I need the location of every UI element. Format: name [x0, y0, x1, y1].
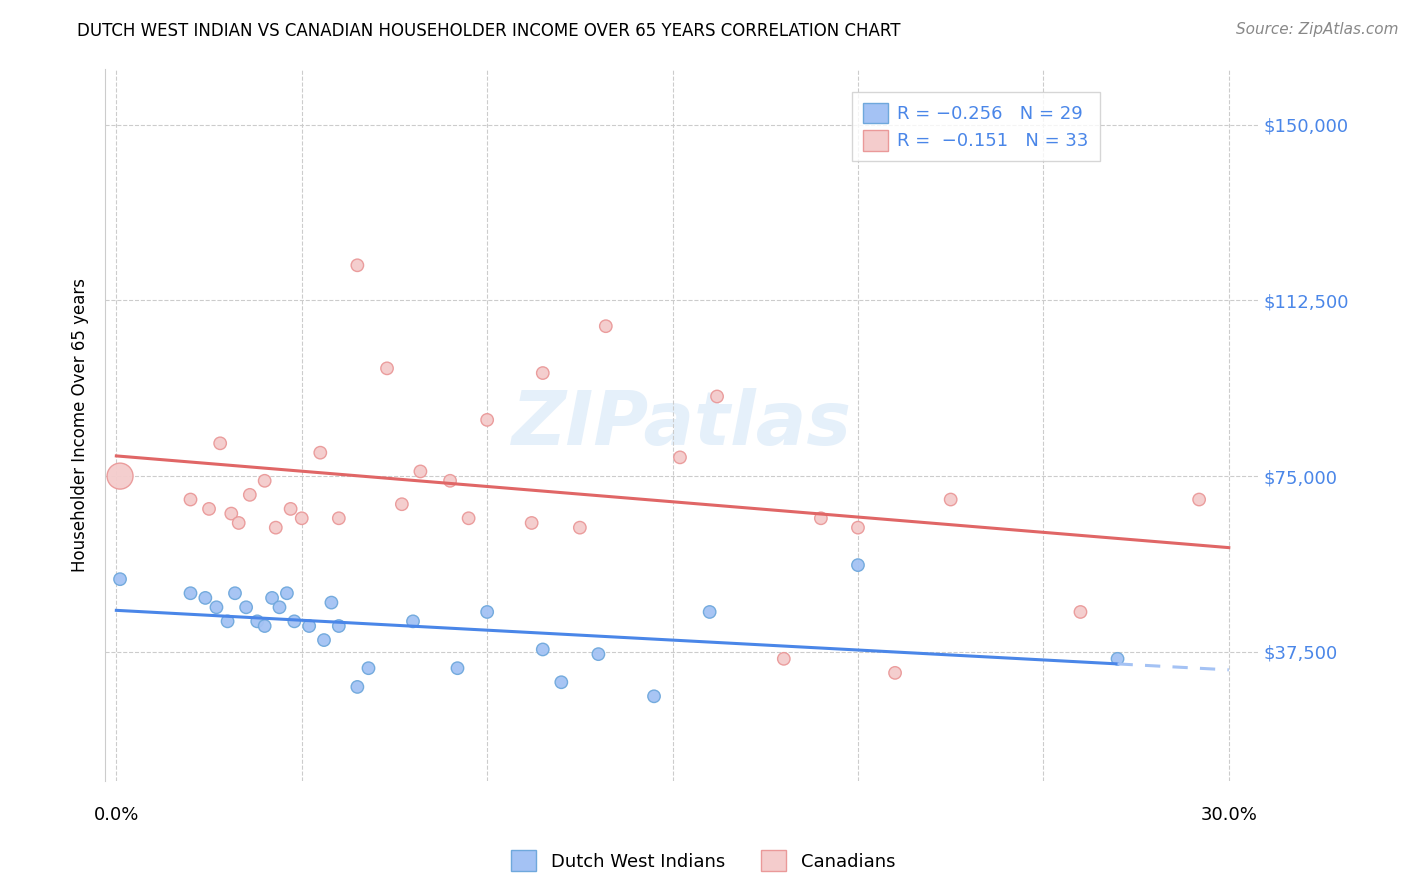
Point: [391, 497, 413, 511]
Point: [439, 474, 461, 488]
Point: [312, 633, 335, 648]
Point: [221, 507, 243, 521]
Point: [772, 652, 794, 666]
Point: [246, 615, 269, 629]
Point: [669, 450, 692, 465]
Point: [262, 591, 284, 605]
Point: [239, 488, 262, 502]
Point: [457, 511, 479, 525]
Point: [253, 474, 276, 488]
Point: [298, 619, 321, 633]
Point: [568, 521, 591, 535]
Point: [276, 586, 298, 600]
Point: [595, 319, 617, 334]
Point: [205, 600, 228, 615]
Point: [1107, 652, 1129, 666]
Point: [309, 445, 332, 459]
Point: [810, 511, 832, 525]
Point: [328, 511, 350, 525]
Point: [520, 516, 543, 530]
Point: [217, 615, 239, 629]
Text: 30.0%: 30.0%: [1201, 806, 1257, 824]
Point: [1188, 492, 1211, 507]
Point: [1069, 605, 1091, 619]
Point: [531, 642, 554, 657]
Point: [328, 619, 350, 633]
Point: [846, 521, 869, 535]
Point: [846, 558, 869, 573]
Point: [346, 680, 368, 694]
Point: [446, 661, 468, 675]
Text: ZIPatlas: ZIPatlas: [512, 388, 852, 461]
Point: [264, 521, 287, 535]
Point: [409, 465, 432, 479]
Point: [550, 675, 572, 690]
Point: [588, 647, 610, 661]
Point: [643, 690, 665, 704]
Legend: R = −0.256   N = 29, R =  −0.151   N = 33: R = −0.256 N = 29, R = −0.151 N = 33: [852, 92, 1099, 161]
Point: [280, 502, 302, 516]
Point: [706, 389, 728, 403]
Point: [375, 361, 398, 376]
Point: [939, 492, 962, 507]
Point: [179, 586, 201, 600]
Legend: Dutch West Indians, Canadians: Dutch West Indians, Canadians: [503, 843, 903, 879]
Point: [253, 619, 276, 633]
Point: [884, 665, 907, 680]
Point: [475, 605, 498, 619]
Point: [283, 615, 305, 629]
Point: [321, 596, 343, 610]
Point: [402, 615, 425, 629]
Point: [699, 605, 721, 619]
Point: [198, 502, 221, 516]
Point: [194, 591, 217, 605]
Point: [291, 511, 314, 525]
Point: [108, 469, 131, 483]
Point: [357, 661, 380, 675]
Point: [224, 586, 246, 600]
Point: [228, 516, 250, 530]
Point: [108, 572, 131, 586]
Point: [179, 492, 201, 507]
Point: [209, 436, 232, 450]
Text: DUTCH WEST INDIAN VS CANADIAN HOUSEHOLDER INCOME OVER 65 YEARS CORRELATION CHART: DUTCH WEST INDIAN VS CANADIAN HOUSEHOLDE…: [77, 22, 901, 40]
Text: Source: ZipAtlas.com: Source: ZipAtlas.com: [1236, 22, 1399, 37]
Point: [235, 600, 257, 615]
Point: [269, 600, 291, 615]
Point: [346, 258, 368, 272]
Text: 0.0%: 0.0%: [94, 806, 139, 824]
Y-axis label: Householder Income Over 65 years: Householder Income Over 65 years: [72, 277, 89, 572]
Point: [531, 366, 554, 380]
Point: [475, 413, 498, 427]
